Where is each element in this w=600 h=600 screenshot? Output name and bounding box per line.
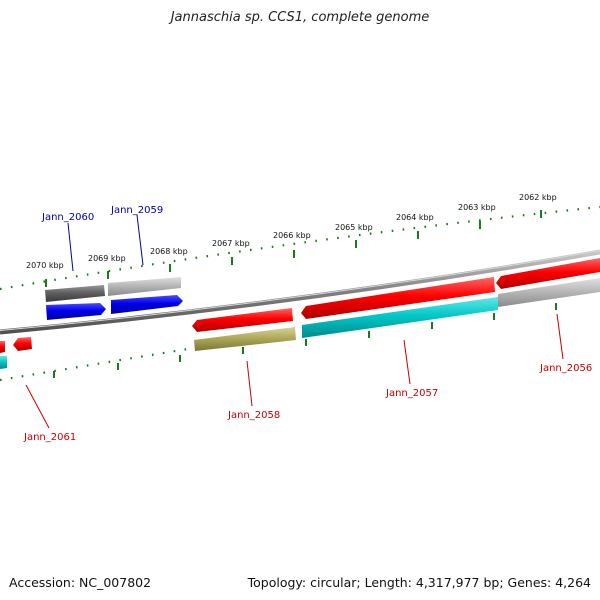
scale-labels: 2070 kbp 2069 kbp 2068 kbp 2067 kbp 2066… [26, 193, 557, 270]
accession-label: Accession: NC_007802 [9, 575, 152, 590]
gene-label-jann-2057[interactable]: Jann_2057 [385, 388, 438, 399]
gene-label-jann-2058[interactable]: Jann_2058 [227, 410, 280, 421]
scale-label: 2069 kbp [88, 254, 126, 263]
scale-label: 2064 kbp [396, 213, 434, 222]
map-title: Jannaschia sp. CCS1, complete genome [170, 10, 430, 25]
label-leaders [25, 214, 564, 429]
gene-jann-2057-arrow[interactable] [301, 277, 498, 338]
scale-label: 2067 kbp [212, 239, 250, 248]
scale-label: 2063 kbp [458, 203, 496, 212]
gene-jann-2060-arrow[interactable] [45, 285, 106, 320]
gene-jann-2058-arrow[interactable] [192, 308, 296, 351]
gene-labels: Jann_2060 Jann_2059 Jann_2061 Jann_2058 … [23, 205, 592, 443]
scale-label: 2068 kbp [150, 247, 188, 256]
scale-label: 2070 kbp [26, 261, 64, 270]
scale-label: 2065 kbp [335, 223, 373, 232]
gene-label-jann-2059[interactable]: Jann_2059 [110, 205, 163, 216]
gene-label-jann-2060[interactable]: Jann_2060 [41, 212, 94, 223]
gene-label-jann-2061[interactable]: Jann_2061 [23, 432, 76, 443]
scale-label: 2066 kbp [273, 231, 311, 240]
gene-jann-2059-arrow[interactable] [108, 277, 183, 314]
gene-jann-2061-arrow[interactable] [0, 337, 32, 369]
gene-jann-2056-arrow[interactable] [496, 258, 600, 307]
scale-label: 2062 kbp [519, 193, 557, 202]
genome-backbone [0, 249, 600, 335]
scale-major-ticks [45, 210, 557, 378]
genome-summary: Topology: circular; Length: 4,317,977 bp… [247, 575, 591, 590]
gene-label-jann-2056[interactable]: Jann_2056 [539, 363, 592, 374]
